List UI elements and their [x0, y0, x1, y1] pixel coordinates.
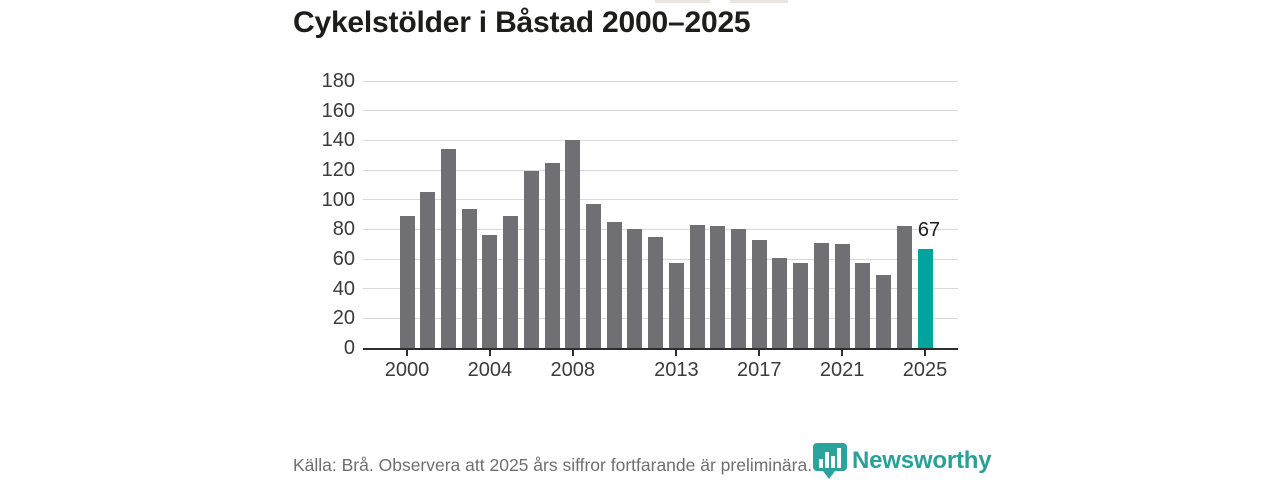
bar-2018	[772, 257, 788, 348]
bar-2010	[606, 221, 622, 348]
y-tick-label-160: 160	[321, 99, 355, 122]
brand-logo: Newsworthy	[812, 442, 992, 479]
y-tick-label-20: 20	[332, 307, 355, 330]
y-tick-label-0: 0	[343, 337, 355, 359]
bar-2000	[399, 215, 415, 348]
plot-area: 67 2000 2004 2008 2013 2017 2021 2025	[363, 80, 958, 381]
x-tick-2000	[406, 348, 408, 356]
y-tick-label-60: 60	[332, 248, 355, 270]
bar-2022	[855, 263, 871, 348]
x-tick-2025	[924, 348, 926, 356]
bar-2020	[813, 242, 829, 348]
bar-2016	[731, 229, 747, 348]
y-axis: 0 20 40 60 80 100 120 140 160 180	[268, 70, 355, 359]
highlight-value-label: 67	[917, 218, 941, 241]
bar-2015	[710, 226, 726, 348]
bar-2006	[523, 171, 539, 348]
gridline-y-80	[363, 228, 958, 230]
x-tick-label-2025: 2025	[902, 359, 948, 381]
x-axis-line	[363, 348, 958, 350]
x-tick-label-2008: 2008	[550, 359, 596, 381]
x-tick-label-2017: 2017	[736, 359, 782, 381]
bar-2024	[896, 226, 912, 348]
top-edge-artifact	[730, 0, 788, 3]
newsworthy-barchart-bubble-icon	[812, 442, 848, 479]
bar-2003	[461, 208, 477, 348]
x-tick-2013	[675, 348, 678, 356]
source-note: Källa: Brå. Observera att 2025 års siffr…	[293, 455, 813, 475]
bar-2023	[876, 275, 892, 348]
x-tick-label-2021: 2021	[819, 359, 865, 381]
top-edge-artifact	[655, 0, 710, 3]
bar-2017	[751, 239, 767, 348]
bar-2004	[482, 235, 498, 348]
x-tick-label-2013: 2013	[654, 359, 699, 381]
bar-2008	[565, 140, 581, 348]
bar-2021	[834, 244, 850, 348]
gridline-y-100	[363, 199, 958, 201]
y-tick-label-80: 80	[332, 218, 355, 241]
bar-2009	[585, 204, 601, 348]
x-tick-label-2000: 2000	[384, 359, 430, 381]
x-tick-2004	[488, 348, 491, 356]
bar-2013	[668, 263, 684, 348]
x-tick-label-2004: 2004	[467, 359, 513, 381]
x-tick-2021	[841, 348, 844, 356]
gridline-y-120	[363, 169, 958, 171]
bar-2007	[544, 162, 560, 348]
y-tick-label-40: 40	[332, 277, 355, 300]
y-tick-label-100: 100	[321, 188, 355, 211]
y-tick-label-180: 180	[321, 70, 355, 92]
bar-2001	[420, 192, 436, 348]
y-tick-label-140: 140	[321, 129, 355, 152]
page-title: Cykelstölder i Båstad 2000–2025	[293, 6, 751, 39]
x-tick-2008	[571, 348, 574, 356]
gridline-y-140	[363, 139, 958, 141]
bar-2025	[917, 248, 933, 348]
gridline-y-160	[363, 110, 958, 112]
brand-name: Newsworthy	[852, 446, 992, 474]
y-tick-label-120: 120	[321, 159, 355, 181]
bar-2014	[689, 224, 705, 348]
x-tick-2017	[758, 348, 761, 356]
bar-2002	[440, 149, 456, 348]
bar-2005	[503, 215, 519, 348]
bar-2012	[648, 236, 664, 348]
bar-2019	[793, 263, 809, 348]
gridline-y-180	[363, 80, 958, 82]
bar-2011	[627, 229, 643, 348]
